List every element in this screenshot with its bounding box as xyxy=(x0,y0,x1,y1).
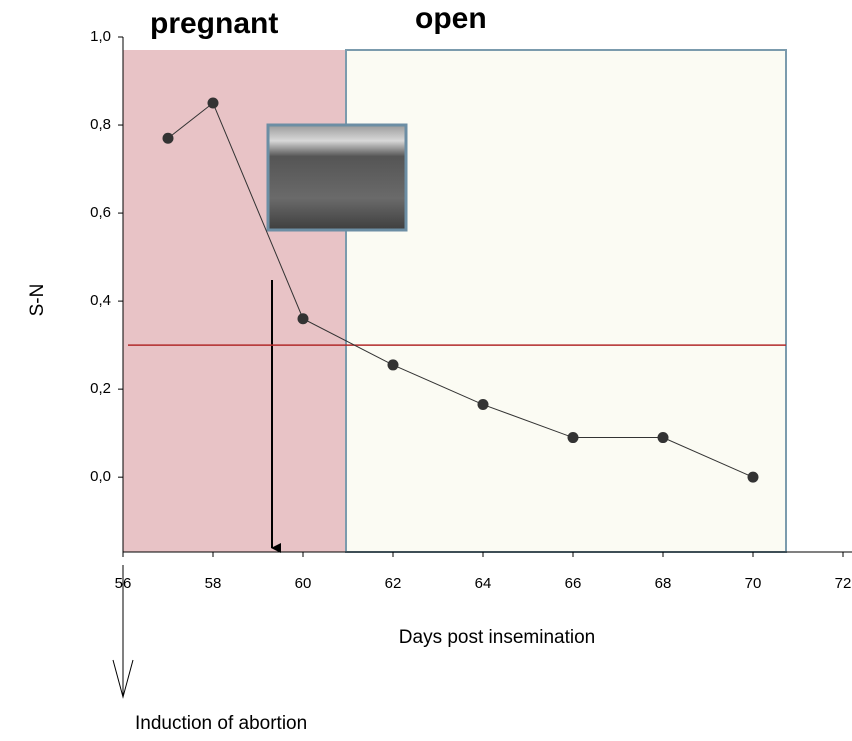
annotation: Induction of abortion xyxy=(135,713,307,734)
x-tick-label: 70 xyxy=(745,575,762,592)
x-axis-title: Days post insemination xyxy=(399,627,595,648)
x-tick-label: 72 xyxy=(835,575,852,592)
annotation: open xyxy=(415,2,487,35)
y-tick-label: 0,0 xyxy=(90,468,111,485)
y-axis-title: S-N xyxy=(27,284,48,317)
x-tick-label: 68 xyxy=(655,575,672,592)
x-tick-label: 66 xyxy=(565,575,582,592)
data-point xyxy=(568,432,579,443)
open-region xyxy=(346,50,786,552)
data-point xyxy=(658,432,669,443)
y-tick-label: 0,4 xyxy=(90,292,111,309)
data-point xyxy=(748,472,759,483)
x-tick-label: 64 xyxy=(475,575,492,592)
data-point xyxy=(388,359,399,370)
chart: pregnant open Induction of abortion Days… xyxy=(0,0,852,741)
data-point xyxy=(298,313,309,324)
x-tick-label: 60 xyxy=(295,575,312,592)
y-tick-label: 0,6 xyxy=(90,204,111,221)
y-tick-label: 0,8 xyxy=(90,116,111,133)
x-tick-label: 58 xyxy=(205,575,222,592)
y-tick-label: 0,2 xyxy=(90,380,111,397)
annotation: pregnant xyxy=(150,7,278,40)
data-point xyxy=(208,98,219,109)
ultrasound-image xyxy=(268,125,406,230)
x-tick-label: 62 xyxy=(385,575,402,592)
x-tick-label: 56 xyxy=(115,575,132,592)
data-point xyxy=(163,133,174,144)
data-point xyxy=(478,399,489,410)
y-tick-label: 1,0 xyxy=(90,28,111,45)
